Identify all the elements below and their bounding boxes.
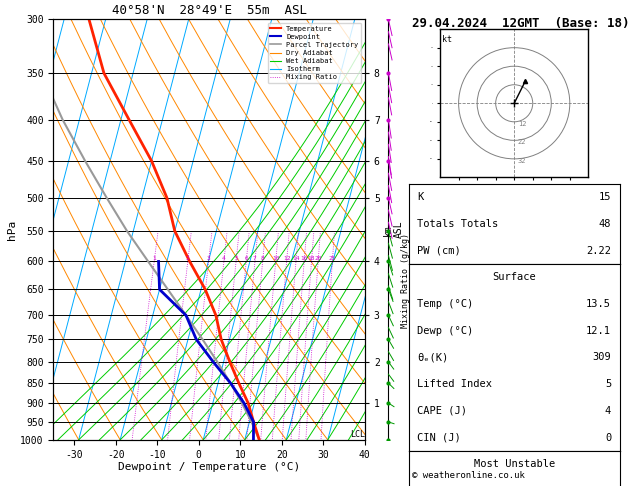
Legend: Temperature, Dewpoint, Parcel Trajectory, Dry Adiabat, Wet Adiabat, Isotherm, Mi: Temperature, Dewpoint, Parcel Trajectory… xyxy=(267,23,361,83)
Text: 16: 16 xyxy=(301,257,308,261)
Text: 13.5: 13.5 xyxy=(586,299,611,309)
Text: 2.22: 2.22 xyxy=(586,245,611,256)
Text: LCL: LCL xyxy=(350,430,365,439)
Text: 5: 5 xyxy=(605,379,611,389)
Text: PW (cm): PW (cm) xyxy=(417,245,461,256)
Text: 12.1: 12.1 xyxy=(586,326,611,336)
Text: Lifted Index: Lifted Index xyxy=(417,379,493,389)
X-axis label: Dewpoint / Temperature (°C): Dewpoint / Temperature (°C) xyxy=(118,462,300,472)
Text: 309: 309 xyxy=(593,352,611,363)
Text: CAPE (J): CAPE (J) xyxy=(417,406,467,416)
Text: 5: 5 xyxy=(234,257,238,261)
Text: Totals Totals: Totals Totals xyxy=(417,219,499,229)
Text: 12: 12 xyxy=(518,121,526,126)
Text: 0: 0 xyxy=(605,433,611,443)
Text: 2: 2 xyxy=(186,257,190,261)
Text: 20: 20 xyxy=(314,257,322,261)
Text: 22: 22 xyxy=(518,139,526,145)
Text: 8: 8 xyxy=(261,257,265,261)
Y-axis label: km
ASL: km ASL xyxy=(382,221,404,239)
Text: 14: 14 xyxy=(292,257,299,261)
Text: 12: 12 xyxy=(283,257,291,261)
Text: Most Unstable: Most Unstable xyxy=(474,459,555,469)
Text: 10: 10 xyxy=(272,257,279,261)
Title: 40°58'N  28°49'E  55m  ASL: 40°58'N 28°49'E 55m ASL xyxy=(111,4,307,17)
Text: 29.04.2024  12GMT  (Base: 18): 29.04.2024 12GMT (Base: 18) xyxy=(412,17,629,30)
Text: 4: 4 xyxy=(605,406,611,416)
Text: kt: kt xyxy=(442,35,452,44)
Text: K: K xyxy=(417,192,423,202)
Text: 48: 48 xyxy=(599,219,611,229)
Text: CIN (J): CIN (J) xyxy=(417,433,461,443)
Y-axis label: hPa: hPa xyxy=(8,220,18,240)
Text: Temp (°C): Temp (°C) xyxy=(417,299,474,309)
Text: θₑ(K): θₑ(K) xyxy=(417,352,448,363)
Text: 32: 32 xyxy=(518,157,526,164)
Text: Mixing Ratio (g/kg): Mixing Ratio (g/kg) xyxy=(401,233,410,328)
Text: 15: 15 xyxy=(599,192,611,202)
Text: 7: 7 xyxy=(253,257,257,261)
Text: 6: 6 xyxy=(244,257,248,261)
Text: 3: 3 xyxy=(207,257,211,261)
Text: Surface: Surface xyxy=(493,272,536,282)
Text: 1: 1 xyxy=(152,257,156,261)
Text: 4: 4 xyxy=(222,257,226,261)
Text: 25: 25 xyxy=(328,257,336,261)
Text: 18: 18 xyxy=(308,257,315,261)
Text: Dewp (°C): Dewp (°C) xyxy=(417,326,474,336)
Text: © weatheronline.co.uk: © weatheronline.co.uk xyxy=(412,471,525,480)
